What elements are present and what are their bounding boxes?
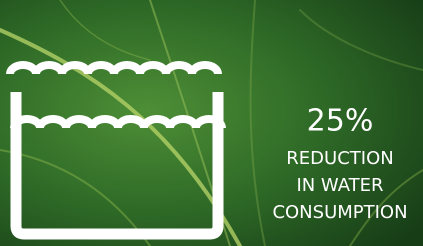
headline-figure: 25%: [307, 104, 374, 139]
headline-line: CONSUMPTION: [272, 202, 407, 223]
headline-line: REDUCTION: [286, 148, 393, 169]
headline-line: IN WATER: [296, 175, 383, 196]
page: 25% REDUCTION IN WATER CONSUMPTION (() =…: [0, 0, 423, 246]
infographic: 25% REDUCTION IN WATER CONSUMPTION: [0, 0, 423, 246]
